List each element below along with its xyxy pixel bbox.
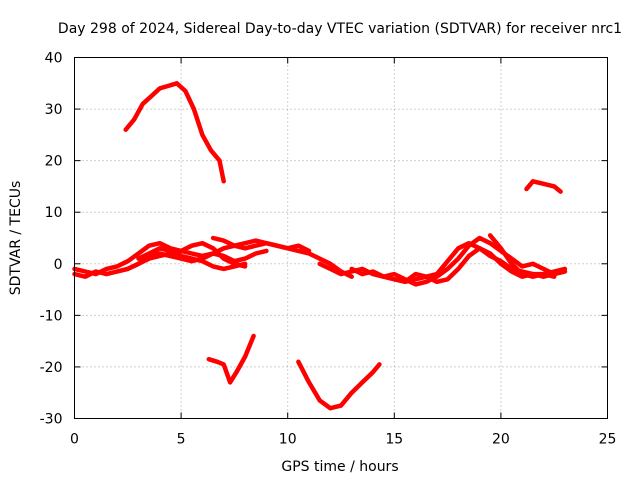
series-line-pass-d	[136, 246, 248, 272]
y-axis-label: SDTVAR / TECUs	[8, 181, 24, 296]
series-line-pass-k	[206, 333, 256, 385]
y-tick-label: 30	[45, 102, 63, 118]
grid-lines	[74, 57, 608, 419]
x-tick-label: 20	[492, 432, 510, 448]
series-line-pass-i	[487, 233, 557, 279]
y-tick-label: 0	[54, 257, 63, 273]
series-line-pass-b	[72, 240, 248, 277]
x-tick-label: 15	[385, 432, 403, 448]
x-tick-label: 25	[599, 432, 617, 448]
series-line-pass-f	[317, 240, 568, 285]
x-tick-label: 5	[177, 432, 186, 448]
y-tick-label: -30	[40, 412, 63, 428]
series-line-pass-l	[296, 359, 382, 411]
x-tick-label: 10	[279, 432, 297, 448]
series-line-pass-j	[123, 81, 226, 184]
y-tick-label: 40	[45, 51, 63, 67]
y-tick-label: -10	[40, 308, 63, 324]
series-line-pass-m	[524, 179, 563, 194]
axes: 0 5 10 15 20 25 -30 -20 -10 0 10 20 30 40	[40, 51, 617, 448]
y-tick-label: 10	[45, 205, 63, 221]
y-tick-label: 20	[45, 154, 63, 170]
series-line-pass-g	[349, 235, 568, 287]
x-tick-label: 0	[70, 432, 79, 448]
plot-frame	[74, 57, 608, 419]
x-axis-label: GPS time / hours	[281, 459, 398, 475]
data-series	[72, 81, 568, 411]
chart-title: Day 298 of 2024, Sidereal Day-to-day VTE…	[58, 21, 622, 37]
series-line-pass-e	[210, 235, 312, 254]
y-tick-label: -20	[40, 360, 63, 376]
series-line-pass-c	[114, 248, 269, 274]
